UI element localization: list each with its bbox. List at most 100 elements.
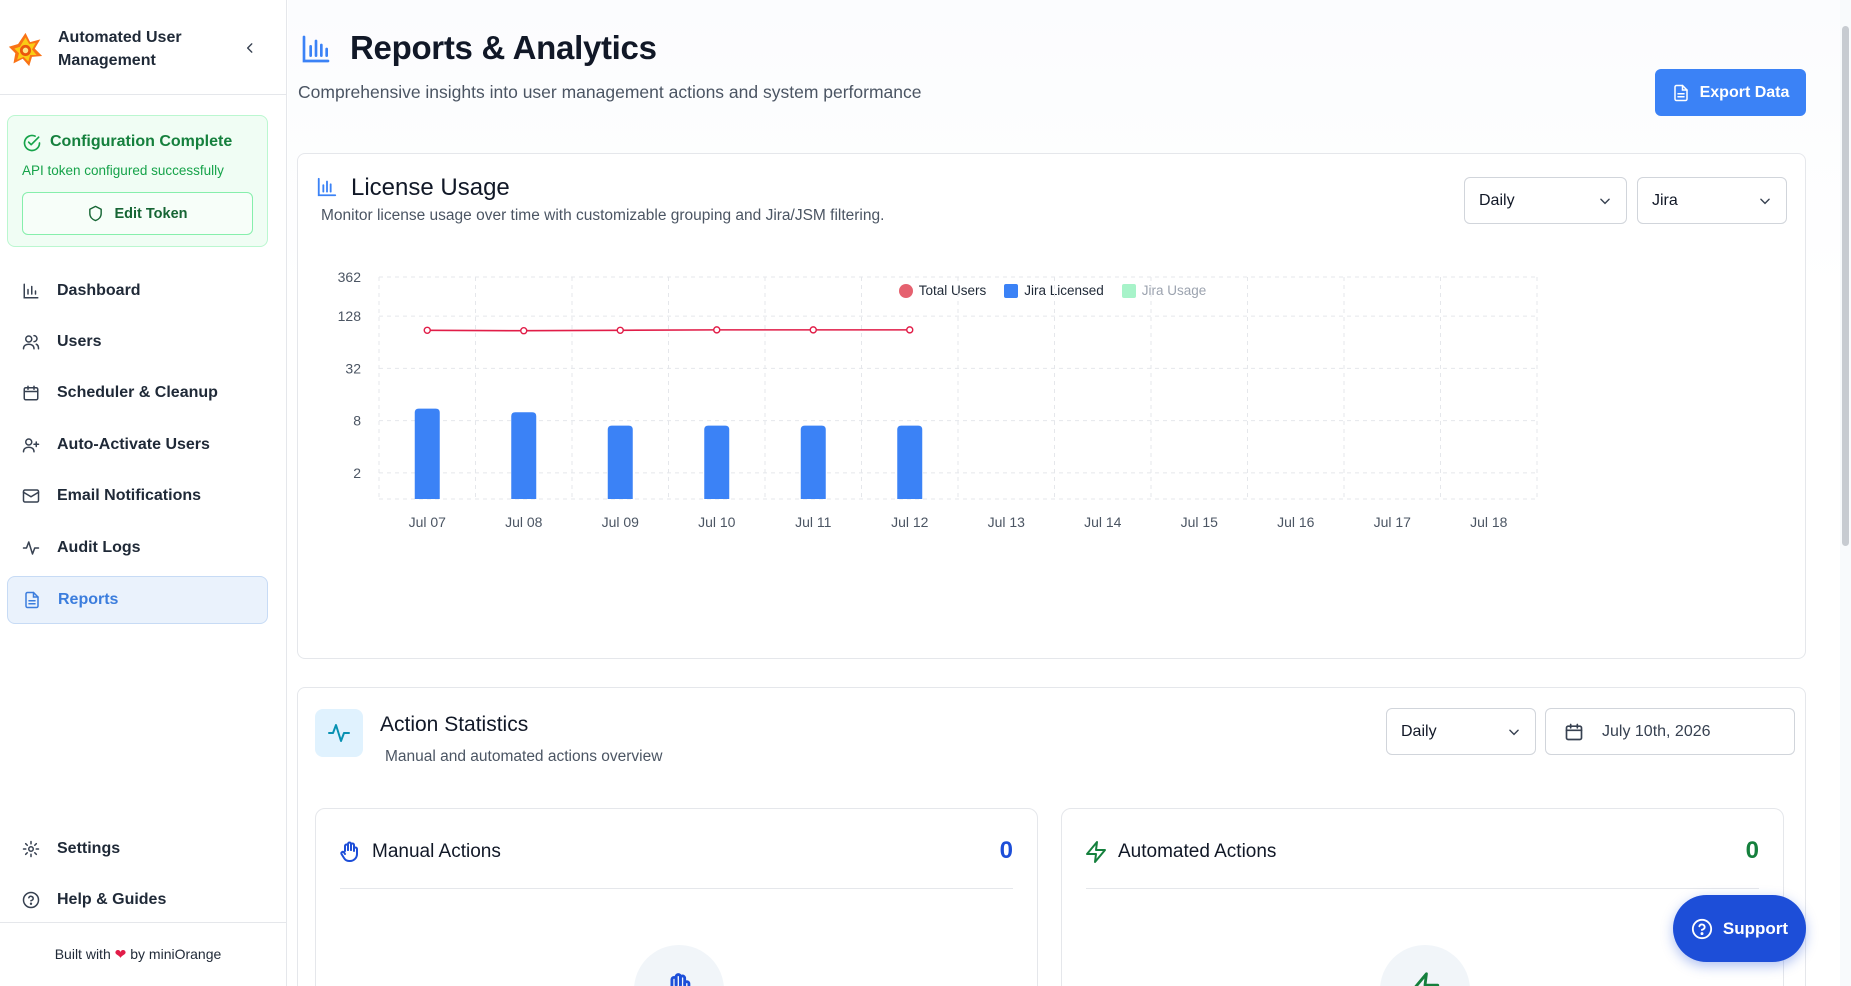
sidebar-item-label: Scheduler & Cleanup bbox=[57, 384, 218, 401]
built-with-footer: Built with ❤ by miniOrange bbox=[0, 946, 276, 963]
legend-item[interactable]: Jira Licensed bbox=[1004, 283, 1104, 298]
sidebar-item-users[interactable]: Users bbox=[7, 318, 268, 366]
x-tick-label: Jul 16 bbox=[1277, 514, 1315, 530]
app-name: Automated User Management bbox=[58, 29, 182, 69]
activity-icon bbox=[328, 724, 350, 742]
line-point bbox=[616, 326, 624, 334]
y-tick-label: 362 bbox=[338, 269, 362, 285]
x-tick-label: Jul 08 bbox=[505, 514, 543, 530]
y-tick-label: 128 bbox=[338, 308, 362, 324]
sidebar-item-reports[interactable]: Reports bbox=[7, 576, 268, 624]
main-content: Reports & Analytics Comprehensive insigh… bbox=[288, 0, 1840, 986]
app-logo-icon bbox=[8, 32, 43, 67]
date-picker[interactable]: July 10th, 2026 bbox=[1545, 708, 1795, 755]
edit-token-button[interactable]: Edit Token bbox=[22, 192, 253, 235]
manual-actions-title: Manual Actions bbox=[372, 841, 501, 862]
support-button[interactable]: Support bbox=[1673, 895, 1806, 962]
sidebar-item-auto-activate[interactable]: Auto-Activate Users bbox=[7, 421, 268, 469]
x-tick-label: Jul 07 bbox=[409, 514, 447, 530]
sidebar-item-audit-logs[interactable]: Audit Logs bbox=[7, 524, 268, 572]
calendar-icon bbox=[1565, 723, 1583, 741]
x-tick-label: Jul 11 bbox=[795, 514, 832, 530]
license-usage-title: License Usage bbox=[351, 174, 510, 201]
chevron-left-icon bbox=[246, 43, 253, 53]
sidebar-item-email[interactable]: Email Notifications bbox=[7, 472, 268, 520]
collapse-sidebar-button[interactable] bbox=[240, 38, 260, 58]
scrollbar-thumb[interactable] bbox=[1842, 26, 1849, 546]
x-tick-label: Jul 17 bbox=[1374, 514, 1412, 530]
x-tick-label: Jul 09 bbox=[602, 514, 640, 530]
hand-icon bbox=[340, 841, 358, 862]
manual-actions-card: Manual Actions 0 bbox=[315, 808, 1038, 986]
x-tick-label: Jul 13 bbox=[988, 514, 1026, 530]
sidebar-item-label: Audit Logs bbox=[57, 539, 141, 556]
built-with-suffix: by miniOrange bbox=[130, 946, 222, 962]
legend-swatch bbox=[1004, 283, 1019, 298]
x-tick-label: Jul 10 bbox=[698, 514, 736, 530]
help-circle-icon bbox=[1691, 918, 1713, 939]
users-icon bbox=[21, 332, 41, 352]
date-picker-value: July 10th, 2026 bbox=[1602, 722, 1711, 740]
sidebar-item-help[interactable]: Help & Guides bbox=[7, 876, 268, 924]
check-circle-icon bbox=[23, 134, 41, 152]
y-tick-label: 2 bbox=[353, 465, 361, 481]
built-with-prefix: Built with bbox=[54, 946, 111, 962]
license-usage-card: License Usage Monitor license usage over… bbox=[297, 153, 1806, 659]
chevron-down-icon bbox=[1760, 198, 1770, 205]
x-tick-label: Jul 15 bbox=[1181, 514, 1219, 530]
calendar-icon bbox=[21, 383, 41, 403]
chevron-down-icon bbox=[1600, 198, 1610, 205]
bar bbox=[704, 425, 730, 499]
chart-legend: Total Users Jira Licensed Jira Usage bbox=[298, 283, 1807, 298]
zap-icon bbox=[1086, 841, 1106, 863]
line-point bbox=[713, 326, 721, 334]
legend-swatch bbox=[898, 283, 913, 298]
hand-icon bbox=[670, 973, 691, 986]
action-statistics-card: Action Statistics Manual and automated a… bbox=[297, 687, 1806, 986]
line-point bbox=[809, 326, 817, 334]
line-point bbox=[423, 326, 431, 334]
sidebar-item-scheduler[interactable]: Scheduler & Cleanup bbox=[7, 369, 268, 417]
configuration-status-card: Configuration Complete API token configu… bbox=[7, 115, 268, 247]
gear-icon bbox=[21, 839, 41, 859]
manual-actions-count: 0 bbox=[999, 837, 1013, 864]
legend-label: Total Users bbox=[918, 283, 987, 298]
sidebar: Automated User Management Configuration … bbox=[0, 0, 287, 986]
action-grouping-select[interactable]: Daily bbox=[1386, 708, 1536, 755]
bar bbox=[511, 412, 537, 499]
sidebar-item-label: Dashboard bbox=[57, 282, 141, 299]
edit-token-label: Edit Token bbox=[114, 205, 188, 222]
total-users-line bbox=[427, 329, 910, 332]
page-title: Reports & Analytics bbox=[350, 29, 657, 66]
manual-empty-bubble bbox=[634, 945, 724, 986]
legend-label: Jira Usage bbox=[1141, 283, 1207, 298]
sidebar-footer-divider bbox=[0, 922, 287, 923]
sidebar-item-dashboard[interactable]: Dashboard bbox=[7, 267, 268, 315]
page-scrollbar[interactable] bbox=[1840, 0, 1851, 986]
action-statistics-title: Action Statistics bbox=[380, 713, 529, 736]
license-grouping-select[interactable]: Daily bbox=[1464, 177, 1627, 224]
file-text-icon bbox=[22, 590, 42, 610]
brand-header: Automated User Management bbox=[0, 0, 287, 95]
file-spreadsheet-icon bbox=[1673, 84, 1688, 101]
x-tick-label: Jul 18 bbox=[1470, 514, 1508, 530]
bar bbox=[800, 425, 826, 499]
y-tick-label: 8 bbox=[353, 413, 361, 429]
automated-actions-title: Automated Actions bbox=[1118, 841, 1277, 862]
bar bbox=[414, 408, 440, 499]
sidebar-item-label: Settings bbox=[57, 840, 121, 857]
mail-icon bbox=[21, 486, 41, 506]
export-data-button[interactable]: Export Data bbox=[1655, 69, 1806, 116]
legend-item[interactable]: Total Users bbox=[898, 283, 987, 298]
activity-icon bbox=[21, 538, 41, 558]
config-title: Configuration Complete bbox=[50, 133, 233, 150]
sidebar-item-settings[interactable]: Settings bbox=[7, 825, 268, 873]
automated-actions-count: 0 bbox=[1745, 837, 1759, 864]
help-circle-icon bbox=[21, 890, 41, 910]
support-label: Support bbox=[1722, 918, 1789, 938]
zap-icon bbox=[1414, 972, 1440, 986]
bar-chart-icon bbox=[302, 35, 330, 63]
legend-item[interactable]: Jira Usage bbox=[1121, 283, 1207, 298]
license-product-select[interactable]: Jira bbox=[1637, 177, 1787, 224]
license-grouping-value: Daily bbox=[1479, 191, 1515, 209]
